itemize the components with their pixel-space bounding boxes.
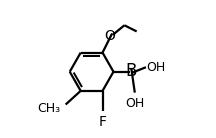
Text: O: O	[104, 29, 115, 43]
Text: OH: OH	[126, 97, 145, 110]
Text: B: B	[125, 62, 137, 80]
Text: OH: OH	[147, 61, 166, 74]
Text: CH₃: CH₃	[38, 102, 61, 115]
Text: F: F	[98, 115, 106, 129]
